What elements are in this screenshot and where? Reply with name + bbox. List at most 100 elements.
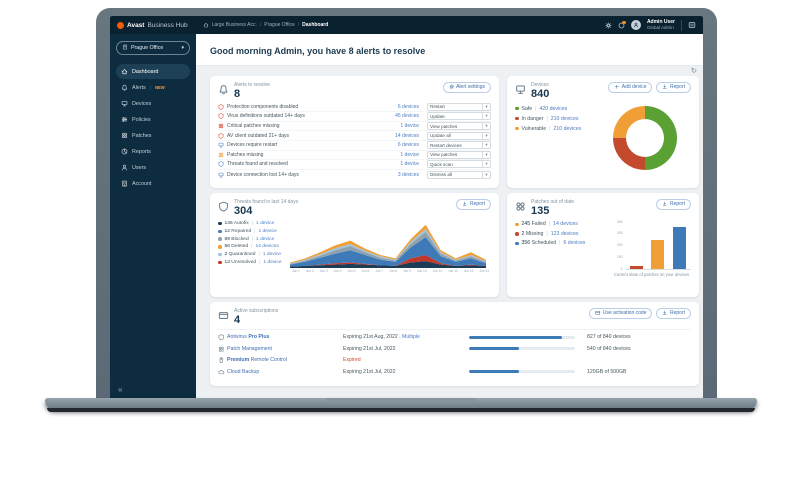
alert-devices-link[interactable]: 3 devices [397, 171, 419, 178]
add-device-button[interactable]: Add device [608, 81, 653, 93]
user-block[interactable]: Admin User Global Admin [647, 19, 675, 31]
alert-devices-link[interactable]: 14 devices [395, 132, 419, 139]
shield-icon [218, 161, 224, 168]
alert-list: Protection components disabled 6 devices R… [218, 102, 491, 180]
legend-label: 145 Autofix [224, 220, 249, 226]
alert-label: Protection components disabled [227, 103, 299, 110]
x-tick-label: Jun 8 [389, 268, 398, 273]
alert-action-dropdown[interactable]: Dismiss all ▾ [427, 170, 491, 179]
legend-devices-link[interactable]: 1 device [256, 220, 275, 226]
legend-devices-link[interactable]: 1 device [263, 259, 282, 265]
patches-report-button[interactable]: Report [656, 198, 691, 210]
x-tick-label: Jun 6 [361, 268, 370, 273]
sidebar-item-users[interactable]: Users [116, 160, 190, 175]
subscription-name-link[interactable]: Patch Management [227, 345, 272, 352]
legend-item: 2 Missing | 123 devices [515, 229, 612, 239]
progress-track [469, 347, 575, 351]
topbar: Avast Business Hub Large Business Acc. / P… [110, 16, 703, 34]
alert-action-dropdown[interactable]: View patches ▾ [427, 122, 491, 131]
location-selector[interactable]: Prague Office ▾ [116, 41, 190, 55]
legend-devices-link[interactable]: 6 devices [563, 240, 586, 247]
legend-devices-link[interactable]: 210 devices [550, 115, 579, 122]
subscription-usage: 120GB of 500GB [587, 368, 627, 375]
alert-label: AV client outdated 21+ days [227, 132, 290, 139]
legend-devices-link[interactable]: 1 device [262, 252, 282, 258]
refresh-icon[interactable]: ↻ [690, 66, 697, 75]
dashboard-cards: Alerts to resolve 8 Alert settings [196, 75, 703, 392]
alert-action-dropdown[interactable]: Update ▾ [427, 112, 491, 121]
sidebar-item-devices[interactable]: Devices [116, 96, 190, 111]
download-icon [662, 201, 668, 207]
alert-devices-link[interactable]: 1 device [400, 161, 419, 168]
legend-devices-link[interactable]: 210 devices [553, 125, 582, 132]
alerts-card: Alerts to resolve 8 Alert settings [210, 75, 499, 188]
legend-dot [218, 245, 222, 249]
subscription-row: Antivirus Pro Plus Expiring 21st Aug, 202… [218, 332, 691, 344]
laptop-screen-bezel: Avast Business Hub Large Business Acc. / P… [96, 8, 717, 398]
sidebar-item-dashboard[interactable]: Dashboard [116, 64, 190, 79]
devices-report-button[interactable]: Report [656, 81, 691, 93]
monitor-icon [121, 100, 128, 107]
legend-label: 13 Unresolved [224, 259, 257, 265]
alert-settings-button[interactable]: Alert settings [442, 81, 491, 93]
patches-icon [218, 123, 224, 129]
card-title: Patches out of date [531, 198, 575, 205]
legend-item: Vulnerable | 210 devices [515, 124, 581, 134]
multiple-link[interactable]: Multiple [402, 334, 420, 341]
subscriptions-report-button[interactable]: Report [656, 307, 691, 319]
sidebar-item-patches[interactable]: Patches [116, 128, 190, 143]
alerts-count: 8 [234, 87, 241, 100]
legend-devices-link[interactable]: 1 device [258, 228, 277, 234]
alert-action-dropdown[interactable]: View patches ▾ [427, 150, 491, 159]
alert-row: Threats found and resolved 1 device Quick … [218, 160, 491, 170]
bell-icon [121, 84, 128, 91]
sidebar-item-label: Policies [132, 116, 151, 123]
subscription-name-link[interactable]: Premium Remote Control [227, 357, 287, 364]
card-icon [218, 310, 229, 321]
patches-icon [218, 152, 224, 158]
avatar[interactable] [630, 20, 641, 30]
sidebar-item-account[interactable]: Account [116, 176, 190, 191]
alert-label: Devices require restart [227, 142, 278, 149]
legend-item: 12 Repaired | 1 device [218, 227, 290, 235]
alert-action-dropdown[interactable]: Restart ▾ [427, 102, 491, 111]
chevron-down-icon: ▾ [482, 142, 490, 149]
notifications-icon[interactable] [618, 20, 626, 29]
gear-icon[interactable] [605, 22, 612, 29]
legend-dot [515, 126, 519, 131]
breadcrumb-item[interactable]: Prague Office [264, 22, 295, 28]
legend-devices-link[interactable]: 420 devices [539, 105, 568, 112]
alert-action-dropdown[interactable]: Restart devices ▾ [427, 141, 491, 150]
alert-action-dropdown[interactable]: Update all ▾ [427, 131, 491, 140]
alert-action-dropdown[interactable]: Quick scan ▾ [427, 160, 491, 169]
shield-icon [218, 113, 224, 120]
threats-report-button[interactable]: Report [456, 198, 491, 210]
alert-row: Devices require restart 6 devices Restart … [218, 141, 491, 151]
sidebar-item-reports[interactable]: Reports [116, 144, 190, 159]
breadcrumb-item: Dashboard [302, 22, 329, 28]
legend-devices-link[interactable]: 14 devices [255, 244, 279, 250]
sidebar-item-policies[interactable]: Policies [116, 112, 190, 127]
subscription-name-link[interactable]: Antivirus Pro Plus [227, 334, 270, 341]
alert-devices-link[interactable]: 6 devices [397, 142, 419, 149]
alert-row: Protection components disabled 6 devices R… [218, 102, 491, 113]
legend-item: 56 Deleted | 14 devices [218, 243, 290, 251]
patches-legend: 245 Failed | 14 devices 2 Missing | 123 devic… [515, 220, 612, 277]
breadcrumb-item[interactable]: Large Business Acc. [211, 22, 257, 28]
subscription-name-link[interactable]: Cloud Backup [227, 368, 260, 375]
legend-devices-link[interactable]: 123 devices [550, 230, 579, 237]
legend-devices-link[interactable]: 14 devices [553, 221, 578, 228]
console-switcher-icon[interactable] [688, 21, 696, 29]
legend-dot [218, 237, 222, 241]
alert-devices-link[interactable]: 6 devices [397, 103, 419, 110]
sidebar-item-alerts[interactable]: Alerts | NEW [116, 80, 190, 95]
avast-logo[interactable]: Avast Business Hub [117, 21, 188, 29]
legend-item: 13 Unresolved | 1 device [218, 259, 290, 267]
legend-separator: | [546, 115, 548, 122]
use-activation-code-button[interactable]: Use activation code [589, 307, 653, 319]
alert-devices-link[interactable]: 1 device [400, 151, 419, 158]
sidebar-collapse-button[interactable]: « [118, 385, 123, 394]
alert-devices-link[interactable]: 45 devices [395, 113, 419, 120]
alert-devices-link[interactable]: 1 device [400, 123, 419, 130]
legend-devices-link[interactable]: 1 device [256, 236, 275, 242]
